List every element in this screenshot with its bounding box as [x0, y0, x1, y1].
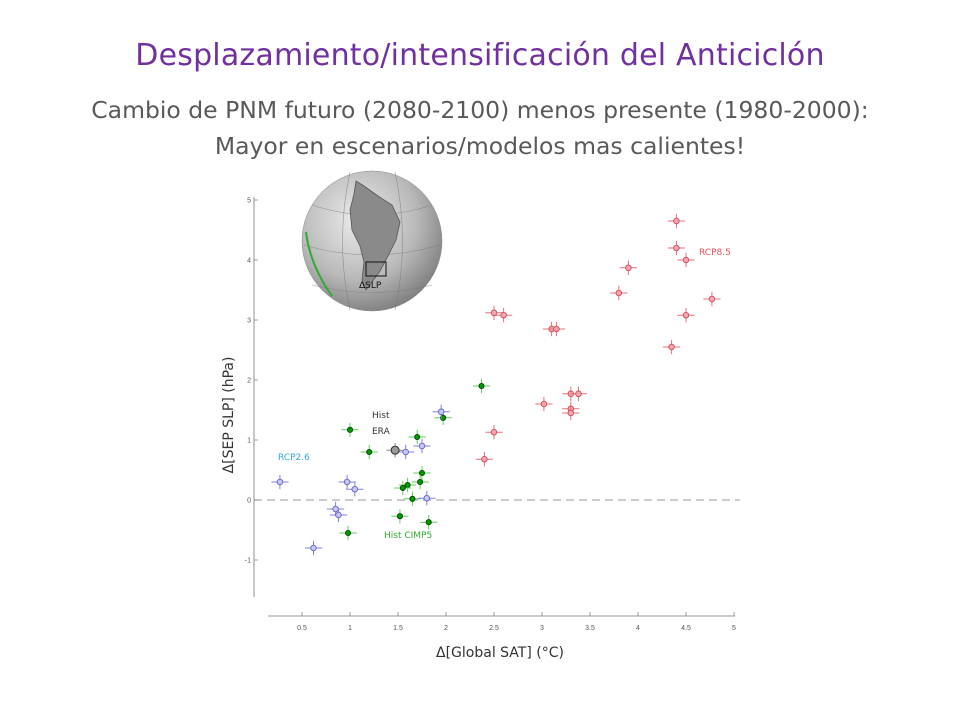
globe-edge-highlight [305, 231, 333, 297]
data-point [425, 519, 432, 526]
data-point [437, 408, 445, 416]
data-point [332, 505, 339, 513]
x-axis-label: Δ[Global SAT] (°C) [436, 645, 564, 661]
data-point [335, 511, 342, 519]
series-hist-cimp5 [339, 378, 491, 541]
slide-subtitle: Cambio de PNM futuro (2080-2100) menos p… [0, 92, 960, 164]
rcp26-label: RCP2.6 [278, 453, 310, 463]
y-tick-label: 3 [247, 318, 251, 325]
data-point [673, 217, 680, 225]
data-point [390, 445, 400, 455]
x-tick-label: 4.5 [681, 625, 691, 632]
slide-title: Desplazamiento/intensificación del Antic… [135, 38, 825, 73]
data-point [668, 343, 675, 351]
globe-inset: ΔSLP [301, 170, 443, 312]
hist-cimp5-label: Hist CIMP5 [384, 531, 432, 541]
data-point [396, 513, 403, 520]
data-point [490, 309, 498, 317]
x-tick-label: 1 [348, 625, 352, 632]
chart-marks [271, 213, 721, 556]
data-point [276, 478, 284, 486]
data-point [351, 485, 359, 493]
data-point [625, 264, 632, 272]
x-tick-label: 0.5 [297, 625, 307, 632]
data-point [409, 495, 416, 502]
x-tick-label: 3.5 [585, 625, 595, 632]
data-point [310, 544, 317, 552]
y-tick-label: 5 [247, 198, 251, 205]
data-point [567, 409, 575, 417]
slp-inset-label: ΔSLP [359, 281, 382, 291]
data-point [478, 382, 485, 390]
data-point [615, 289, 623, 297]
data-point [440, 414, 447, 421]
slp-region-box [365, 261, 387, 277]
y-tick-label: 0 [247, 498, 251, 505]
data-point [345, 529, 352, 537]
x-tick-label: 2.5 [489, 625, 499, 632]
data-point [540, 400, 548, 408]
hist-era-label-line2: ERA [372, 427, 391, 437]
data-point [575, 390, 582, 398]
y-tick-label: 1 [247, 438, 251, 445]
y-axis-label: Δ[SEP SLP] (hPa) [221, 357, 237, 474]
x-tick-label: 3 [540, 625, 544, 632]
x-tick-label: 5 [732, 625, 736, 632]
y-tick-label: 2 [247, 378, 251, 385]
data-point [673, 244, 680, 252]
data-point [418, 442, 426, 450]
x-tick-label: 1.5 [393, 625, 403, 632]
rcp85-label: RCP8.5 [699, 248, 731, 258]
data-point [404, 481, 411, 489]
data-point [682, 256, 690, 264]
y-tick-label: 4 [247, 258, 251, 265]
data-point [399, 484, 406, 492]
y-tick-label: -1 [245, 558, 251, 565]
chart-axes: 5 4 3 2 1 0 -1 0.5 1 1.5 2 2.5 3 3.5 4 4.5 5 Δ[Global SAT… [221, 197, 740, 661]
data-point [553, 325, 560, 333]
data-point [423, 494, 431, 502]
data-point [708, 295, 716, 303]
hist-era-label-line1: Hist [372, 411, 390, 421]
south-america-landmass [349, 180, 401, 291]
data-point [481, 455, 488, 463]
series-hist-era [386, 443, 404, 458]
series-rcp8-5 [475, 213, 721, 467]
data-point [402, 448, 409, 456]
globe-gridlines [303, 171, 441, 311]
x-tick-label: 4 [636, 625, 640, 632]
data-point [682, 311, 690, 319]
data-point [366, 448, 373, 456]
data-point [490, 428, 498, 436]
series-rcp2-6 [271, 404, 450, 556]
data-point [417, 478, 424, 486]
subtitle-line-2: Mayor en escenarios/modelos mas caliente… [214, 132, 746, 160]
data-point [346, 426, 354, 433]
data-point [343, 478, 351, 486]
x-tick-label: 2 [444, 625, 448, 632]
data-point [418, 469, 426, 477]
data-point [414, 433, 421, 441]
subtitle-line-1: Cambio de PNM futuro (2080-2100) menos p… [91, 96, 869, 124]
data-point [500, 311, 507, 319]
